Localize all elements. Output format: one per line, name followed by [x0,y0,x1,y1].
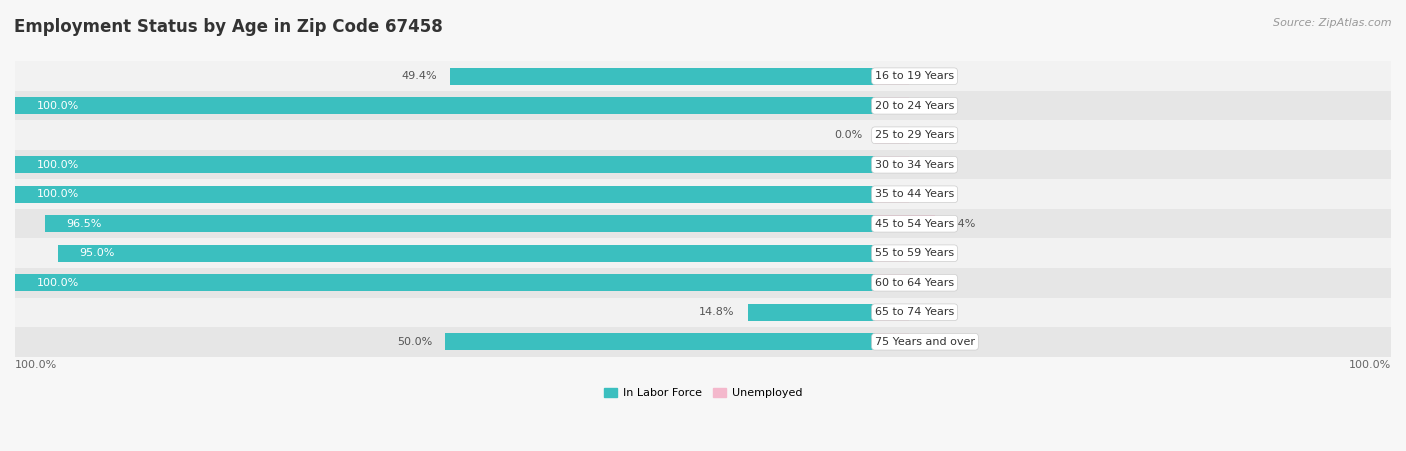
Text: 60 to 64 Years: 60 to 64 Years [875,278,955,288]
Bar [15,150,1391,179]
Bar [45,215,875,232]
Bar [15,120,1391,150]
Text: 50.0%: 50.0% [396,337,432,347]
Text: 100.0%: 100.0% [15,360,58,370]
Bar [15,298,1391,327]
Bar [15,239,1391,268]
Bar [875,333,910,350]
Bar [15,91,1391,120]
Text: 100.0%: 100.0% [37,101,79,111]
Bar [15,274,875,291]
Text: 0.0%: 0.0% [922,189,950,199]
Text: 0.0%: 0.0% [922,307,950,317]
Bar [875,186,910,203]
Bar [15,186,875,203]
Text: 0.0%: 0.0% [922,278,950,288]
Bar [446,333,875,350]
Bar [15,156,875,173]
Bar [748,304,875,321]
Bar [15,268,1391,298]
Bar [15,97,875,114]
Text: 0.0%: 0.0% [922,71,950,81]
Text: 0.0%: 0.0% [922,337,950,347]
Text: 0.0%: 0.0% [834,130,862,140]
Bar [450,68,875,85]
Text: Employment Status by Age in Zip Code 67458: Employment Status by Age in Zip Code 674… [14,18,443,36]
Bar [875,156,910,173]
Bar [15,61,1391,91]
Text: 20 to 24 Years: 20 to 24 Years [875,101,955,111]
Bar [875,97,910,114]
Bar [875,245,910,262]
Text: 0.0%: 0.0% [922,130,950,140]
Text: 100.0%: 100.0% [37,160,79,170]
Text: 96.5%: 96.5% [66,219,103,229]
Legend: In Labor Force, Unemployed: In Labor Force, Unemployed [599,383,807,403]
Text: 0.0%: 0.0% [922,160,950,170]
Text: 55 to 59 Years: 55 to 59 Years [875,248,955,258]
Bar [15,209,1391,239]
Text: 16 to 19 Years: 16 to 19 Years [875,71,955,81]
Bar [875,304,910,321]
Bar [58,245,875,262]
Text: 65 to 74 Years: 65 to 74 Years [875,307,955,317]
Text: 100.0%: 100.0% [37,189,79,199]
Bar [15,179,1391,209]
Text: 95.0%: 95.0% [80,248,115,258]
Bar [15,327,1391,356]
Text: 49.4%: 49.4% [402,71,437,81]
Text: 75 Years and over: 75 Years and over [875,337,974,347]
Bar [875,274,910,291]
Text: 35 to 44 Years: 35 to 44 Years [875,189,955,199]
Text: Source: ZipAtlas.com: Source: ZipAtlas.com [1274,18,1392,28]
Bar [875,127,910,144]
Text: 45 to 54 Years: 45 to 54 Years [875,219,955,229]
Bar [875,215,935,232]
Text: 14.8%: 14.8% [699,307,735,317]
Text: 1.4%: 1.4% [948,219,977,229]
Text: 30 to 34 Years: 30 to 34 Years [875,160,955,170]
Text: 0.0%: 0.0% [922,248,950,258]
Text: 100.0%: 100.0% [1348,360,1391,370]
Text: 0.0%: 0.0% [922,101,950,111]
Bar [875,68,910,85]
Text: 25 to 29 Years: 25 to 29 Years [875,130,955,140]
Text: 100.0%: 100.0% [37,278,79,288]
